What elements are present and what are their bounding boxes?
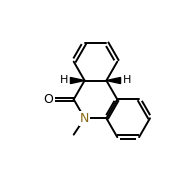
Text: O: O xyxy=(43,93,53,106)
Polygon shape xyxy=(106,78,121,84)
Text: H: H xyxy=(123,75,131,85)
Text: N: N xyxy=(80,112,89,125)
Text: H: H xyxy=(60,75,68,85)
Polygon shape xyxy=(70,78,85,84)
